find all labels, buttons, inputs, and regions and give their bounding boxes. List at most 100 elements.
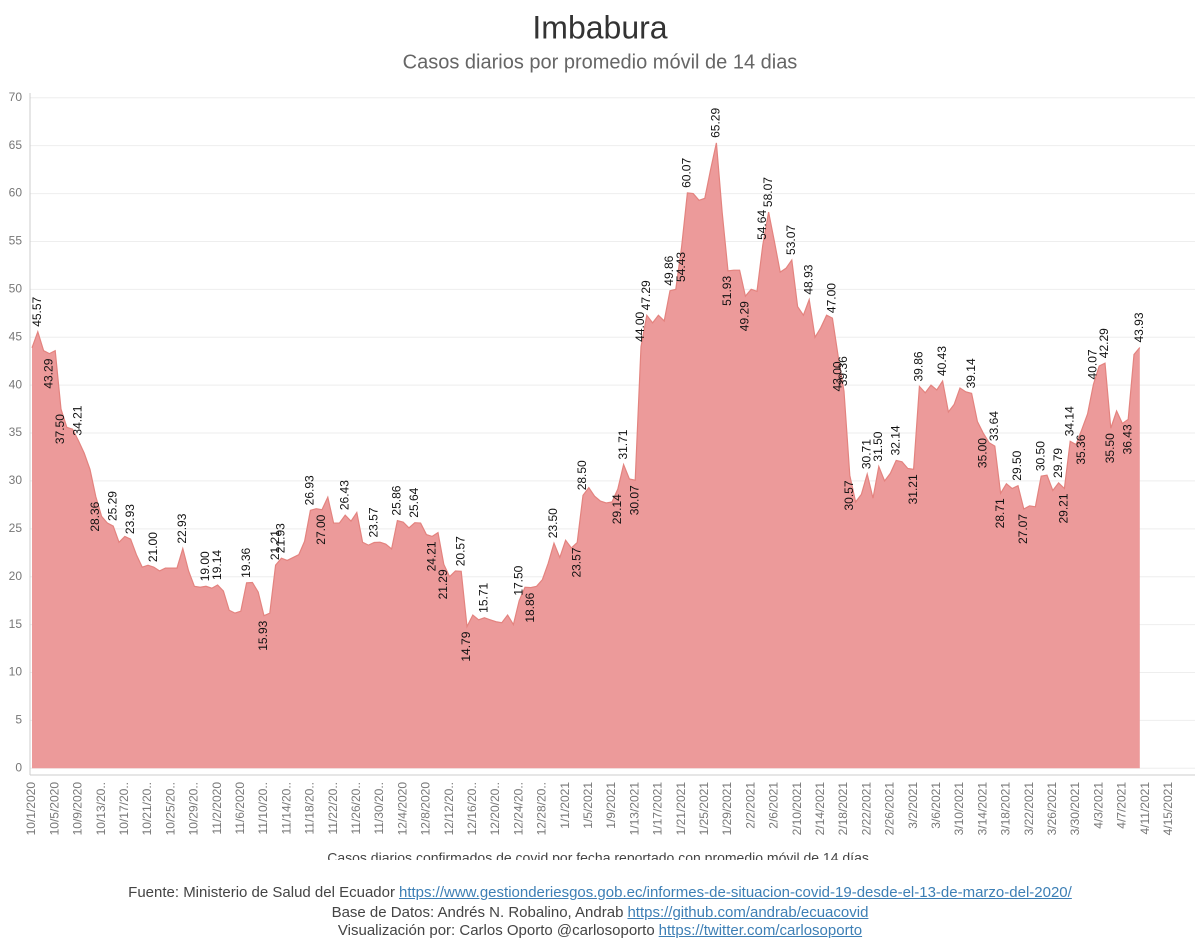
data-label: 15.93	[256, 620, 270, 650]
x-tick-label: 10/1/2020	[24, 782, 38, 836]
data-label: 30.07	[627, 485, 641, 515]
viz-line: Visualización por: Carlos Oporto @carlos…	[0, 922, 1200, 939]
data-label: 39.86	[912, 351, 926, 381]
x-tick-label: 12/20/20..	[488, 782, 502, 835]
data-label: 29.21	[1057, 493, 1071, 523]
data-label: 31.21	[906, 474, 920, 504]
data-label: 25.29	[105, 491, 119, 521]
data-label: 37.50	[53, 414, 67, 444]
data-label: 39.36	[836, 356, 850, 386]
data-label: 27.07	[1016, 514, 1030, 544]
labels: 45.57 43.29 37.50 34.21 28.36 25.29 23.93 21.00…	[30, 108, 1146, 662]
chart-subtitle: Casos diarios por promedio móvil de 14 d…	[403, 51, 798, 73]
data-label: 31.50	[871, 431, 885, 461]
data-label: 47.00	[825, 283, 839, 313]
data-label: 31.71	[616, 429, 630, 459]
data-label: 34.14	[1062, 406, 1076, 436]
x-tick-label: 4/15/2021	[1161, 782, 1175, 836]
x-tick-label: 11/2/2020	[210, 782, 224, 835]
y-tick-label: 25	[9, 521, 23, 535]
x-tick-label: 12/28/20..	[535, 782, 549, 835]
data-label: 23.57	[366, 507, 380, 537]
data-label: 60.07	[680, 158, 694, 188]
x-tick-label: 3/6/2021	[929, 782, 943, 829]
y-tick-label: 20	[9, 569, 23, 583]
chart: Imbabura Casos diarios por promedio móvi…	[9, 9, 1195, 860]
data-label: 26.43	[337, 480, 351, 510]
x-tick-label: 2/2/2021	[743, 782, 757, 829]
y-tick-label: 10	[9, 665, 23, 679]
x-tick-label: 2/14/2021	[813, 782, 827, 836]
data-label: 35.36	[1074, 434, 1088, 464]
viz-text: Visualización por: Carlos Oporto @carlos…	[337, 922, 655, 939]
data-label: 49.86	[662, 255, 676, 285]
x-tick-label: 12/8/2020	[419, 782, 433, 836]
data-label: 22.93	[175, 513, 189, 543]
x-tick-label: 1/17/2021	[651, 782, 665, 836]
data-label: 21.21	[268, 530, 282, 560]
y-tick-label: 5	[15, 713, 22, 727]
data-label: 54.43	[674, 252, 688, 282]
y-tick-label: 15	[9, 617, 23, 631]
x-tick-label: 4/7/2021	[1115, 782, 1129, 829]
x-tick-label: 11/18/20..	[303, 782, 317, 835]
data-label: 35.50	[1103, 433, 1117, 463]
data-label: 33.64	[987, 411, 1001, 441]
x-tick-label: 1/25/2021	[697, 782, 711, 836]
data-label: 34.21	[71, 405, 85, 435]
data-label: 23.57	[569, 547, 583, 577]
data-label: 44.00	[633, 311, 647, 341]
data-label: 17.50	[511, 565, 525, 595]
source-link[interactable]: https://www.gestionderiesgos.gob.ec/info…	[398, 884, 1072, 901]
y-tick-label: 65	[9, 138, 23, 152]
x-tick-label: 3/14/2021	[975, 782, 989, 836]
area-group	[31, 142, 1141, 769]
x-tick-label: 11/30/20..	[372, 782, 386, 835]
data-label: 25.64	[407, 487, 421, 517]
x-tick-label: 3/30/2021	[1068, 782, 1082, 836]
x-tick-label: 10/13/20..	[94, 782, 108, 835]
source-line: Fuente: Ministerio de Salud del Ecuador h…	[0, 884, 1200, 901]
data-label: 19.00	[198, 551, 212, 581]
x-tick-label: 2/10/2021	[790, 782, 804, 836]
x-tick-label: 10/29/20..	[187, 782, 201, 835]
data-label: 40.07	[1086, 349, 1100, 379]
x-tick-label: 4/3/2021	[1091, 782, 1105, 829]
data-label: 19.36	[239, 547, 253, 577]
data-label: 28.36	[88, 501, 102, 531]
data-label: 30.71	[859, 439, 873, 469]
database-link[interactable]: https://github.com/andrab/ecuacovid	[627, 904, 869, 921]
data-label: 28.71	[993, 498, 1007, 528]
data-label: 15.71	[477, 582, 491, 612]
x-tick-label: 1/13/2021	[627, 782, 641, 836]
data-label: 58.07	[761, 177, 775, 207]
y-tick-label: 40	[9, 377, 23, 391]
data-label: 18.86	[523, 592, 537, 622]
data-label: 29.14	[610, 494, 624, 524]
x-tick-label: 1/29/2021	[720, 782, 734, 836]
data-label: 42.29	[1097, 328, 1111, 358]
data-label: 23.50	[546, 508, 560, 538]
chart-title: Imbabura	[532, 9, 667, 45]
data-label: 23.93	[123, 504, 137, 534]
x-tick-label: 12/16/20..	[465, 782, 479, 835]
data-label: 29.79	[1051, 448, 1065, 478]
data-label: 49.29	[738, 301, 752, 331]
y-tick-label: 45	[9, 329, 23, 343]
y-tick-label: 50	[9, 282, 23, 296]
data-label: 48.93	[801, 264, 815, 294]
x-tick-label: 11/22/20..	[326, 782, 340, 835]
data-label: 54.64	[755, 210, 769, 240]
x-tick-label: 2/6/2021	[767, 782, 781, 829]
data-label: 36.43	[1120, 424, 1134, 454]
x-tick-label: 10/21/20..	[140, 782, 154, 835]
y-tick-label: 30	[9, 473, 23, 487]
x-tick-label: 2/26/2021	[883, 782, 897, 836]
data-label: 43.00	[830, 361, 844, 391]
viz-link[interactable]: https://twitter.com/carlosoporto	[658, 922, 863, 939]
data-label: 25.86	[390, 485, 404, 515]
data-label: 43.93	[1132, 312, 1146, 342]
data-label: 28.50	[575, 460, 589, 490]
y-tick-label: 55	[9, 234, 23, 248]
y-tick-label: 70	[9, 90, 23, 104]
